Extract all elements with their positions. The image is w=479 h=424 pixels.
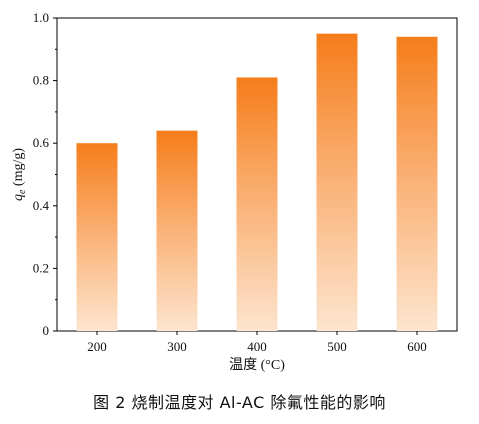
x-tick-label: 400 [247, 339, 267, 354]
bar-500 [316, 33, 358, 332]
x-tick-label: 600 [407, 339, 427, 354]
y-axis-title-subscript: e [17, 189, 28, 194]
x-tick-label: 200 [87, 339, 107, 354]
bar-600 [396, 36, 438, 331]
y-tick-label: 1.0 [33, 10, 49, 25]
bar-chart: 200 300 400 500 600 0 0.2 0.4 0.6 0.8 1.0 温度 (°C) qe… [11, 10, 458, 373]
y-axis-title: qe (mg/g) [11, 148, 28, 201]
bar-300 [156, 130, 198, 331]
x-tick-label: 300 [167, 339, 187, 354]
plot-area: 200 300 400 500 600 0 0.2 0.4 0.6 0.8 1.0 温度 (°C) qe… [11, 10, 458, 373]
y-axis-title-var: q [11, 194, 26, 201]
y-tick-label: 0.8 [33, 73, 49, 88]
x-axis-title: 温度 (°C) [229, 357, 285, 373]
y-tick-label: 0.4 [33, 198, 50, 213]
y-axis-title-unit: (mg/g) [11, 148, 26, 190]
y-tick-label: 0 [43, 323, 50, 338]
bar-400 [236, 77, 278, 331]
x-tick-label: 500 [327, 339, 347, 354]
y-tick-label: 0.6 [33, 135, 50, 150]
y-tick-label: 0.2 [33, 260, 49, 275]
figure-caption: 图 2 烧制温度对 Al-AC 除氟性能的影响 [93, 393, 386, 412]
bar-200 [76, 143, 118, 331]
